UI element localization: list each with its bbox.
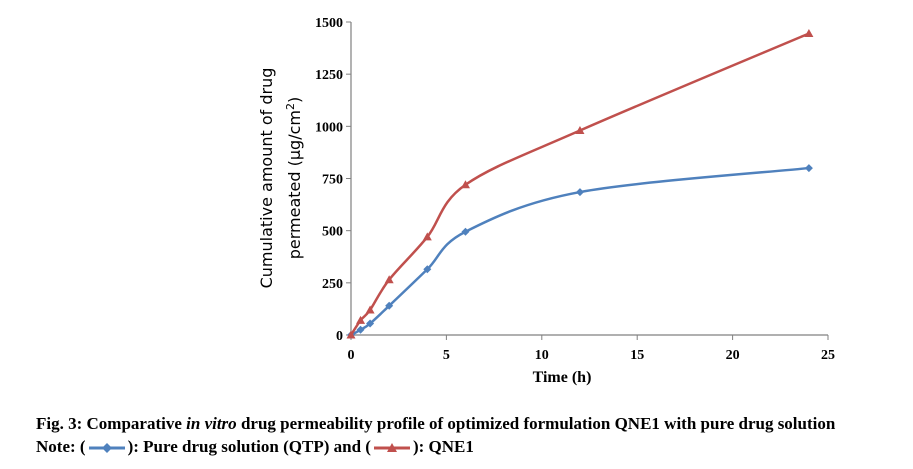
note-mid: ): Pure drug solution (QTP) and (	[127, 437, 371, 456]
x-tick-label: 10	[535, 348, 549, 363]
x-tick-label: 25	[821, 348, 835, 363]
data-point	[461, 227, 470, 236]
series-qtp	[347, 164, 813, 339]
data-point	[366, 319, 375, 328]
data-point	[575, 188, 584, 197]
data-point	[346, 330, 356, 339]
series-line	[349, 32, 810, 336]
data-point	[356, 315, 366, 324]
data-point	[575, 126, 585, 135]
data-point	[384, 275, 394, 284]
y-tick-label: 1250	[315, 68, 343, 83]
data-point	[804, 164, 813, 173]
series-layer	[346, 28, 814, 339]
note-start: Note: (	[36, 437, 86, 456]
legend-swatch-qtp	[88, 443, 125, 454]
data-point	[804, 28, 814, 37]
data-point	[423, 265, 432, 274]
caption-suffix: drug permeability profile of optimized f…	[236, 414, 836, 433]
caption-prefix: Fig. 3: Comparative	[36, 414, 187, 433]
data-point	[422, 232, 432, 241]
y-tick-label: 250	[322, 277, 343, 292]
y-tick-label: 0	[336, 329, 343, 344]
caption-italic: in vitro	[186, 414, 237, 433]
note-end: ): QNE1	[412, 437, 474, 456]
x-tick-label: 0	[348, 348, 355, 363]
legend-swatch-qne1	[373, 443, 410, 453]
figure-note: Note: ( ): Pure drug solution (QTP) and (…	[36, 437, 474, 457]
data-point	[356, 325, 365, 334]
x-tick-label: 20	[726, 348, 740, 363]
y-tick-label: 1500	[315, 16, 343, 31]
y-axis-title-line1: Cumulative amount of drug	[257, 68, 276, 289]
x-tick-label: 15	[630, 348, 644, 363]
data-point	[385, 301, 394, 310]
y-axis-title-line2: permeated (μg/cm2)	[284, 97, 305, 260]
permeation-chart: 0 250 500 750 1000 1250 1500 0 5 10 15 20 25 Time (h…	[257, 16, 835, 386]
y-axis-title-line2-prefix: permeated (μg/cm	[285, 110, 304, 259]
data-point	[365, 305, 375, 314]
series-qne1	[346, 28, 814, 339]
figure-caption: Fig. 3: Comparative in vitro drug permea…	[36, 414, 835, 434]
y-tick-label: 500	[322, 225, 343, 240]
axes: 0 250 500 750 1000 1250 1500 0 5 10 15 20 25	[315, 16, 835, 363]
y-tick-label: 750	[322, 173, 343, 188]
data-point	[460, 180, 470, 189]
x-axis-title: Time (h)	[533, 369, 592, 386]
x-tick-label: 5	[443, 348, 450, 363]
y-axis-title-unit-exponent: 2	[284, 103, 297, 110]
y-axis-title-line2-suffix: )	[285, 97, 304, 103]
y-tick-label: 1000	[315, 120, 343, 135]
